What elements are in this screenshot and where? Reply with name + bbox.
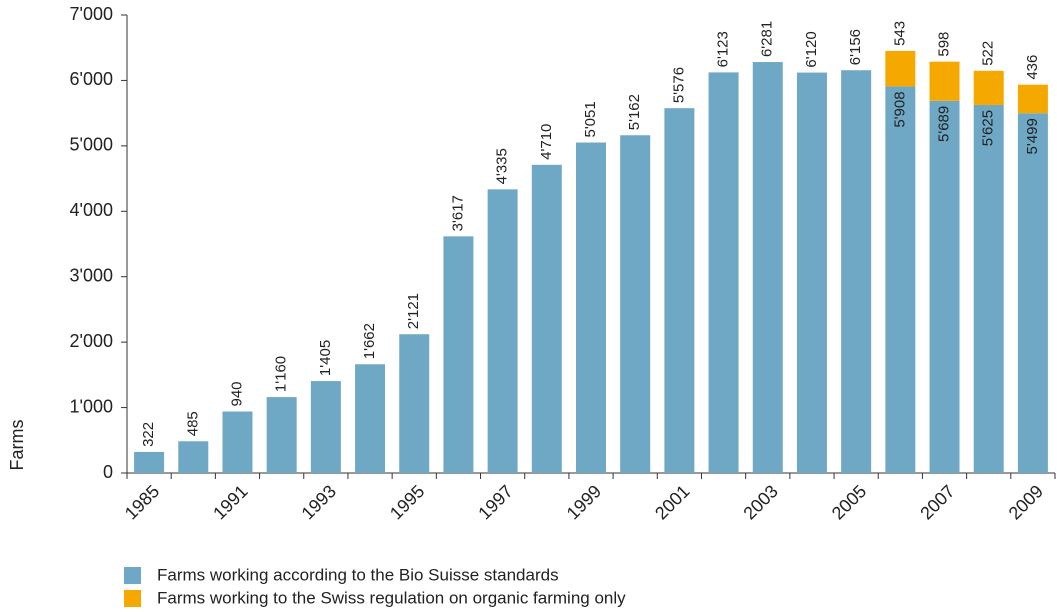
x-tick-label: 1985: [121, 481, 163, 523]
y-axis-label: Farms: [7, 420, 27, 471]
value-label: 4'335: [494, 148, 511, 184]
value-label: 5'625: [980, 110, 997, 146]
y-tick-label: 1'000: [70, 396, 113, 416]
legend-label: Farms working according to the Bio Suiss…: [157, 565, 559, 584]
y-tick-label: 5'000: [70, 135, 113, 155]
x-tick-label: 2001: [651, 481, 693, 523]
y-tick-label: 6'000: [70, 69, 113, 89]
x-tick-label: 1993: [298, 481, 340, 523]
x-tick-label: 2009: [1005, 481, 1047, 523]
y-tick-label: 7'000: [70, 4, 113, 24]
value-label: 5'908: [891, 91, 908, 127]
bar: [929, 100, 960, 473]
x-tick-label: 1999: [563, 481, 605, 523]
bar: [134, 451, 165, 473]
bar: [443, 236, 474, 473]
value-label: 5'576: [670, 67, 687, 103]
value-label: 522: [980, 41, 997, 66]
value-label: 485: [184, 411, 201, 436]
y-tick-label: 3'000: [70, 265, 113, 285]
bar: [885, 86, 916, 473]
value-label: 598: [935, 32, 952, 57]
bar: [973, 70, 1004, 105]
value-label: 1'662: [361, 323, 378, 359]
bar: [531, 164, 562, 473]
value-label: 4'710: [538, 124, 555, 160]
bar: [752, 62, 783, 473]
x-tick-label: 2007: [916, 481, 958, 523]
legend-label: Farms working to the Swiss regulation on…: [157, 588, 626, 607]
bar: [266, 397, 297, 473]
value-label: 5'162: [626, 94, 643, 130]
bar: [929, 61, 960, 101]
value-label: 5'051: [582, 101, 599, 137]
bar: [796, 72, 827, 473]
value-label: 5'499: [1024, 118, 1041, 154]
y-tick-label: 2'000: [70, 331, 113, 351]
value-label: 940: [228, 381, 245, 406]
value-label: 6'281: [759, 21, 776, 57]
bar: [576, 142, 606, 474]
bar: [620, 135, 651, 473]
bar: [1017, 113, 1048, 473]
bar: [310, 381, 341, 473]
value-label: 2'121: [405, 293, 422, 329]
value-label: 5'689: [935, 106, 952, 142]
value-label: 1'160: [273, 356, 290, 392]
bar: [708, 72, 739, 473]
x-tick-label: 2005: [828, 481, 870, 523]
value-label: 322: [140, 422, 157, 447]
x-tick-label: 2003: [739, 481, 781, 523]
value-label: 1'405: [317, 340, 334, 376]
bar: [664, 108, 695, 473]
value-label: 6'156: [847, 29, 864, 65]
bar: [399, 334, 430, 473]
value-label: 6'123: [715, 31, 732, 67]
legend-swatch: [124, 590, 141, 607]
bar: [355, 364, 386, 473]
value-label: 6'120: [803, 31, 820, 67]
bar: [222, 411, 253, 473]
value-label: 3'617: [449, 195, 466, 231]
value-label: 543: [891, 21, 908, 46]
bar: [1017, 84, 1048, 114]
x-tick-label: 1991: [209, 481, 251, 523]
bar: [841, 70, 872, 474]
value-label: 436: [1024, 55, 1041, 80]
bar: [178, 441, 209, 473]
bar: [973, 104, 1004, 473]
y-tick-label: 4'000: [70, 200, 113, 220]
bar: [885, 50, 916, 87]
y-tick-label: 0: [103, 462, 113, 482]
x-tick-label: 1997: [474, 481, 516, 523]
bar: [487, 189, 518, 474]
legend-swatch: [124, 567, 141, 584]
x-tick-label: 1995: [386, 481, 428, 523]
